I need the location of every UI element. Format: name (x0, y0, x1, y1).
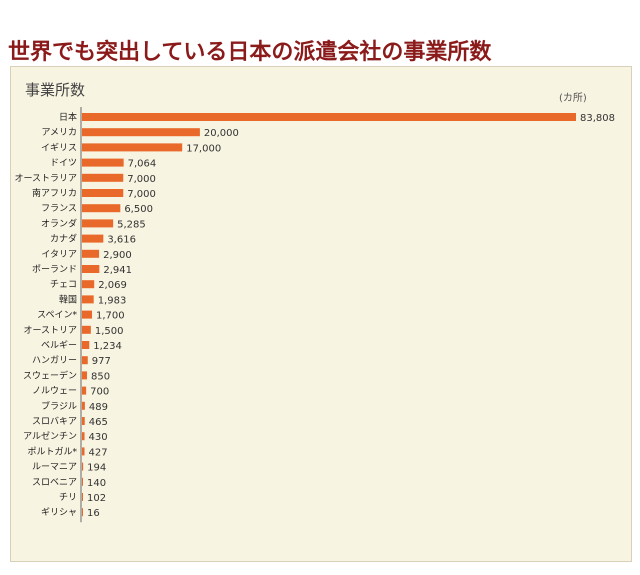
value-label: 1,500 (95, 326, 124, 337)
category-label: スロベニア (32, 478, 77, 488)
category-label: ベルギー (41, 340, 77, 351)
bar (82, 401, 85, 410)
bar (82, 295, 94, 304)
bar (82, 310, 93, 319)
bar (82, 341, 90, 349)
chart-title: 事業所数 (25, 81, 86, 99)
value-label: 17,000 (186, 143, 221, 154)
bar (82, 371, 88, 380)
category-label: ノルウェー (32, 386, 77, 397)
bar (82, 325, 91, 334)
category-label: フランス (41, 203, 77, 214)
category-label: ルーマニア (32, 463, 77, 473)
value-label: 5,285 (117, 219, 146, 230)
category-label: ハンガリー (32, 355, 77, 366)
value-label: 977 (92, 356, 111, 367)
category-label: ブラジル (41, 400, 77, 412)
category-label: ドイツ (50, 159, 77, 169)
bar (82, 219, 114, 228)
bar (82, 432, 85, 441)
category-label: イタリア (41, 249, 77, 260)
value-label: 489 (89, 402, 108, 413)
category-label: スロバキア (32, 416, 77, 427)
category-label: アルゼンチン (23, 430, 77, 442)
bar (82, 280, 95, 289)
value-label: 1,234 (93, 341, 122, 352)
bar (82, 143, 183, 152)
category-label: ポーランド (32, 264, 77, 275)
bar-chart: 日本 83,808 アメリカ 20,000 イギリス 17,000 ドイツ 7,064 オースト… (14, 107, 615, 523)
value-label: 2,900 (103, 250, 132, 261)
value-label: 20,000 (204, 128, 239, 139)
category-label: 南アフリカ (32, 187, 77, 199)
value-label: 700 (90, 387, 109, 398)
bar (82, 158, 124, 167)
category-label: スペイン* (37, 311, 77, 321)
bar (82, 447, 85, 456)
value-label: 194 (87, 463, 106, 474)
headline: 世界でも突出している日本の派遣会社の事業所数 (8, 40, 492, 65)
value-label: 465 (89, 417, 108, 428)
value-label: 6,500 (124, 204, 153, 215)
value-label: 16 (87, 508, 100, 519)
category-label: ポルトガル* (27, 446, 77, 457)
value-label: 2,069 (98, 280, 127, 291)
value-label: 3,616 (107, 235, 136, 246)
bar (82, 265, 100, 273)
category-label: オーストラリア (14, 173, 77, 184)
bar (82, 417, 85, 425)
category-label: カナダ (50, 233, 77, 245)
value-label: 83,808 (580, 113, 615, 124)
bar (82, 477, 83, 486)
bar (82, 462, 84, 471)
value-label: 850 (91, 371, 110, 382)
bar (82, 204, 121, 213)
category-label: オランダ (41, 217, 77, 229)
value-label: 7,000 (127, 189, 156, 200)
value-label: 427 (89, 447, 108, 458)
category-label: 韓国 (59, 294, 77, 305)
bar (82, 113, 576, 121)
value-label: 430 (89, 432, 108, 443)
bar (82, 356, 88, 365)
category-label: スウェーデン (23, 369, 77, 381)
value-label: 140 (87, 478, 106, 489)
category-label: ギリシャ (41, 507, 77, 518)
value-label: 7,064 (128, 159, 157, 170)
category-label: オーストリア (23, 325, 77, 336)
value-label: 7,000 (127, 174, 156, 185)
category-label: チェコ (50, 279, 77, 290)
bar (82, 234, 104, 243)
category-label: アメリカ (41, 127, 77, 138)
category-label: イギリス (41, 142, 77, 153)
category-label: チリ (59, 492, 77, 503)
value-label: 102 (87, 493, 106, 504)
bar (82, 508, 83, 517)
value-label: 1,983 (98, 295, 127, 306)
bar (82, 493, 83, 501)
value-label: 2,941 (103, 265, 132, 276)
category-label: 日本 (59, 111, 77, 123)
value-label: 1,700 (96, 311, 125, 322)
bar (82, 189, 124, 197)
bar (82, 173, 124, 182)
bar (82, 128, 200, 137)
bar (82, 249, 100, 258)
chart-panel: 事業所数 (カ所) 日本 83,808 アメリカ 20,000 イギリス 17,000 ドイ… (10, 66, 632, 562)
unit-label: (カ所) (559, 93, 587, 104)
bar (82, 386, 87, 395)
